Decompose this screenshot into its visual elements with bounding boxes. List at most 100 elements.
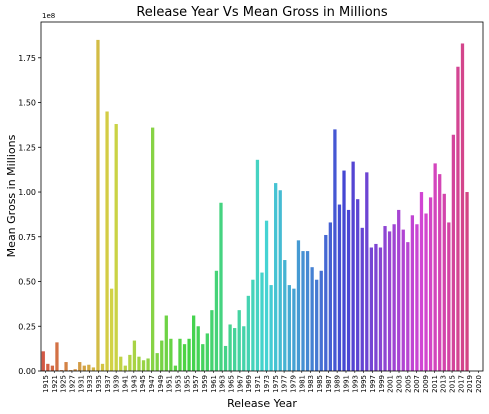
bar-1921 [51,366,54,371]
bar-1927 [64,362,67,371]
x-tick-label: 1931 [77,375,85,393]
bar-1995 [365,172,368,371]
x-tick-label: 1961 [210,375,218,393]
bar-2010 [434,163,437,371]
bar-1942 [124,366,127,371]
bar-1935 [92,367,95,371]
bar-1963 [219,203,222,371]
bar-2015 [456,67,459,371]
y-tick-label: 0.00 [18,367,36,376]
bar-1965 [228,324,231,371]
bar-2005 [411,215,414,371]
bar-1980 [297,240,300,371]
bar-1989 [338,205,341,371]
x-tick-label: 1943 [130,375,138,393]
bar-2014 [452,135,455,371]
bar-2011 [438,174,441,371]
bar-1996 [370,248,373,371]
bar-1983 [310,267,313,371]
chart-title: Release Year Vs Mean Gross in Millions [136,5,388,20]
bar-1915 [42,351,45,371]
x-tick-label: 1987 [325,375,333,393]
bar-1979 [292,289,295,371]
bar-1958 [197,326,200,371]
x-tick-label: 1955 [183,375,191,393]
bar-1966 [233,328,236,371]
bar-1944 [133,341,136,371]
bar-1978 [288,285,291,371]
bar-1955 [183,344,186,371]
bar-1998 [379,248,382,371]
bar-1939 [110,289,113,371]
bar-1936 [96,40,99,371]
bar-1941 [119,357,122,371]
x-tick-label: 2013 [440,375,448,393]
x-tick-label: 1999 [378,375,386,393]
bar-1945 [137,357,140,371]
x-tick-label: 1947 [148,375,156,393]
x-tick-label: 1925 [60,375,68,393]
x-tick-label: 2019 [466,375,474,393]
x-tick-label: 1959 [201,375,209,393]
y-axis-offset-label: 1e8 [42,12,55,20]
y-axis-label: Mean Gross in Millions [5,134,18,257]
bar-1993 [356,199,359,371]
bar-1999 [383,226,386,371]
bar-1986 [324,235,327,371]
y-tick-label: 1.75 [18,54,36,63]
x-tick-label: 1935 [95,375,103,393]
x-tick-label: 2005 [404,375,412,393]
y-tick-label: 0.75 [18,233,36,242]
bar-1948 [151,128,154,371]
y-tick-label: 0.25 [18,322,36,331]
x-axis-label: Release Year [227,397,297,410]
y-tick-label: 1.00 [18,188,36,197]
x-tick-label: 1975 [272,375,280,393]
x-tick-label: 2017 [457,375,465,393]
bar-1992 [351,162,354,371]
bar-1975 [274,183,277,371]
x-tick-label: 1981 [298,375,306,393]
x-tick-label: 1953 [175,375,183,393]
x-tick-label: 1977 [281,375,289,393]
x-tick-label: 2009 [422,375,430,393]
x-tick-label: 1949 [157,375,165,393]
bar-1973 [265,221,268,371]
x-tick-label: 1971 [254,375,262,393]
bar-1987 [329,222,332,371]
bar-2001 [393,224,396,371]
bar-1962 [215,271,218,371]
bar-1982 [306,251,309,371]
bar-1943 [128,355,131,371]
bar-1953 [174,366,177,371]
bar-1994 [361,228,364,371]
bar-1960 [206,333,209,371]
bar-1920 [46,364,49,371]
x-tick-label: 1927 [68,375,76,393]
bar-1940 [115,124,118,371]
y-tick-label: 0.50 [18,278,36,287]
x-tick-label: 1985 [316,375,324,393]
x-tick-label: 1933 [86,375,94,393]
bar-1946 [142,360,145,371]
bar-1968 [242,326,245,371]
x-tick-label: 1967 [236,375,244,393]
bar-1947 [146,358,149,371]
x-tick-label: 1989 [334,375,342,393]
bar-1981 [301,251,304,371]
bar-1951 [165,316,168,371]
x-tick-label: 2020 [475,375,483,393]
bar-1952 [169,339,172,371]
bar-1984 [315,280,318,371]
bar-1977 [283,260,286,371]
bar-1959 [201,344,204,371]
bar-1938 [105,111,108,371]
bar-1964 [224,346,227,371]
x-tick-label: 1915 [42,375,50,393]
x-tick-label: 1921 [51,375,59,393]
bar-2013 [447,222,450,371]
bar-2006 [415,224,418,371]
bar-1969 [247,296,250,371]
